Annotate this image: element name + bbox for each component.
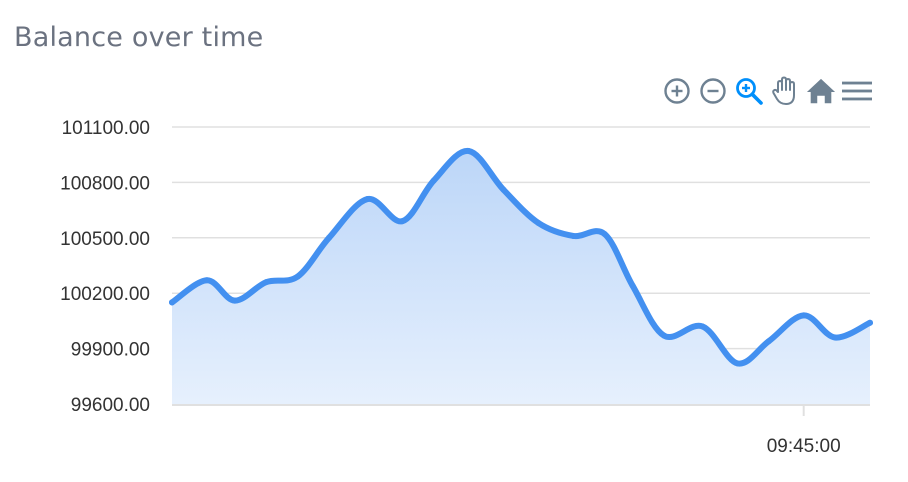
y-tick-label: 100800.00 (60, 173, 150, 194)
y-tick-label: 100200.00 (60, 284, 150, 305)
series-area (169, 148, 873, 404)
selection-zoom-icon[interactable] (734, 74, 764, 108)
data-point (326, 234, 333, 241)
tick-labels: 101100.00 100800.00 100500.00 100200.00 9990… (60, 118, 841, 457)
data-point (535, 220, 542, 227)
data-point (765, 338, 772, 345)
data-point (203, 277, 210, 284)
y-tick-label: 99900.00 (71, 340, 150, 361)
y-tick-label: 101100.00 (62, 118, 150, 139)
data-point (263, 279, 270, 286)
data-point (629, 282, 636, 289)
data-point (832, 334, 839, 341)
area-fill (172, 150, 870, 404)
y-tick-label: 100500.00 (60, 229, 150, 250)
menu-icon[interactable] (842, 74, 872, 108)
data-point (734, 360, 741, 367)
data-point (699, 323, 706, 330)
x-tick-label: 09:45:00 (767, 436, 841, 457)
data-point (169, 299, 175, 306)
data-point (867, 319, 873, 326)
axes (172, 404, 870, 416)
data-point (601, 231, 608, 238)
data-point (500, 186, 507, 193)
data-point (661, 332, 668, 339)
pan-hand-icon[interactable] (770, 74, 800, 108)
zoom-in-icon[interactable] (662, 74, 692, 108)
zoom-out-icon[interactable] (698, 74, 728, 108)
data-point (364, 196, 371, 203)
reset-home-icon[interactable] (806, 74, 836, 108)
data-point (399, 218, 406, 225)
chart-toolbar (656, 74, 872, 108)
data-point (231, 297, 238, 304)
data-point (430, 177, 437, 184)
data-point (800, 312, 807, 319)
series-line (169, 148, 873, 367)
y-tick-label: 99600.00 (71, 395, 150, 416)
chart-title: Balance over time (14, 22, 264, 53)
data-point (294, 273, 301, 280)
data-point (465, 148, 472, 155)
data-point (570, 232, 577, 239)
